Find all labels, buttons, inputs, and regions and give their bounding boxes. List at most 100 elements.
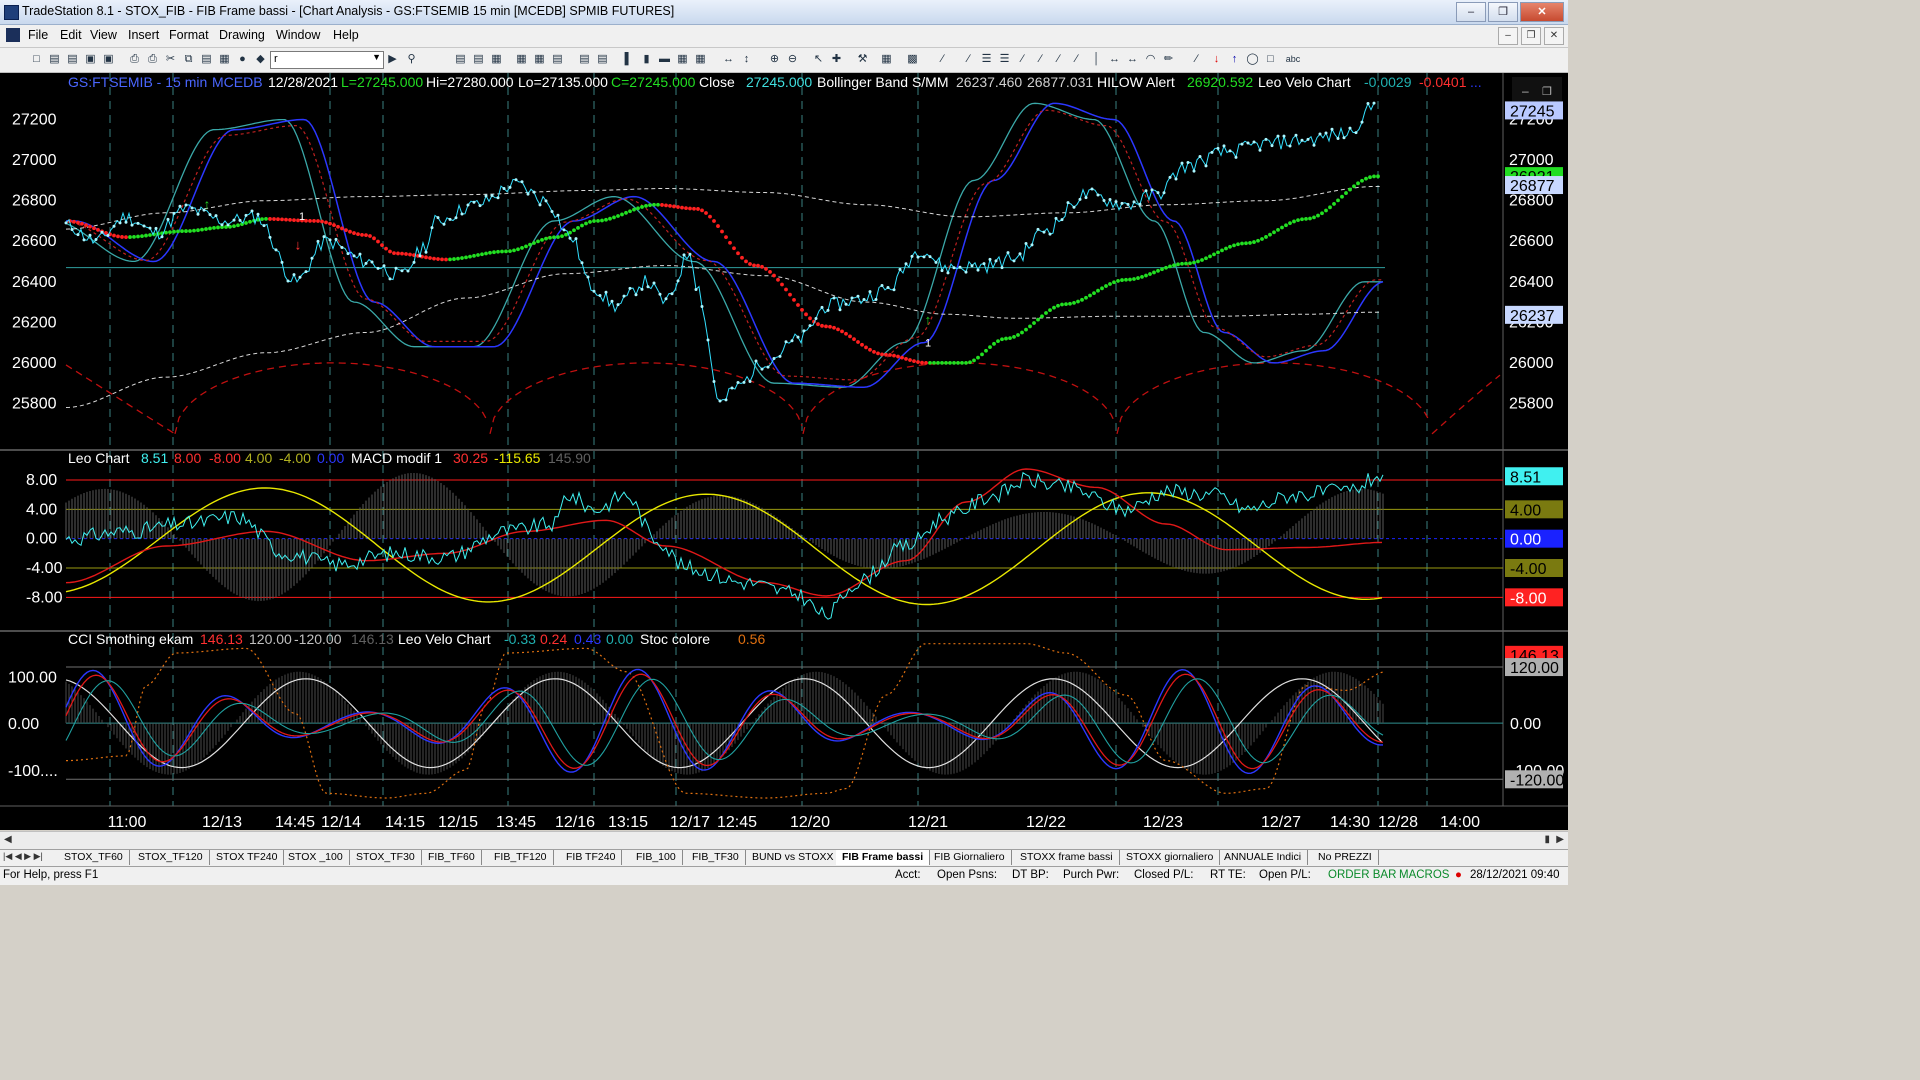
channel-icon[interactable]: ∕: [967, 53, 970, 65]
scroll-left-icon[interactable]: ◀: [4, 834, 12, 845]
tab-fib-tf60[interactable]: FIB_TF60: [422, 850, 482, 865]
arrow-up-icon[interactable]: ↑: [1231, 53, 1238, 65]
chart-area[interactable]: – ❐ ↑ ↓ ↑ 1 1 27200 27200 27000 27000 26800 26800 2…: [0, 73, 1568, 830]
vertical-line-icon[interactable]: │: [1093, 53, 1100, 65]
menu-edit[interactable]: Edit: [60, 28, 82, 42]
tab-fib-100[interactable]: FIB_100: [630, 850, 683, 865]
tab-fib-giornaliero[interactable]: FIB Giornaliero: [928, 850, 1012, 865]
tab-stox-100[interactable]: STOX _100: [282, 850, 350, 865]
data-window-icon[interactable]: ▤: [579, 53, 590, 65]
save-all-icon[interactable]: ▣: [103, 53, 114, 65]
radarscreen-icon[interactable]: ▤: [473, 53, 484, 65]
cut-icon[interactable]: ✂: [165, 53, 176, 65]
pointer-icon[interactable]: ↖: [813, 53, 824, 65]
tools-icon[interactable]: ⚒: [857, 53, 868, 65]
paste-icon[interactable]: ▤: [201, 53, 212, 65]
gann-icon[interactable]: ∕: [1021, 53, 1024, 65]
go-arrow-icon[interactable]: ▶: [388, 53, 397, 65]
crosshair-icon[interactable]: ✚: [831, 53, 842, 65]
workspace-icon[interactable]: ▦: [534, 53, 545, 65]
tab-annuale-indici[interactable]: ANNUALE Indici: [1218, 850, 1309, 865]
arrow-down-icon[interactable]: ↓: [1213, 53, 1220, 65]
time-zone-icon[interactable]: ↔: [1109, 53, 1120, 65]
line-chart-icon[interactable]: ▬: [659, 53, 670, 65]
bar-chart-icon[interactable]: ▌: [624, 53, 633, 65]
scroll-thumb[interactable]: ▮: [1544, 834, 1550, 845]
scanner-icon[interactable]: ▦: [516, 53, 527, 65]
chart-window-icon[interactable]: [6, 28, 20, 42]
horizontal-scrollbar[interactable]: ◀ ▮ ▶: [0, 831, 1568, 850]
decrease-spacing-icon[interactable]: ↕: [743, 53, 750, 65]
tab-stox-tf120[interactable]: STOX_TF120: [132, 850, 210, 865]
menu-window[interactable]: Window: [276, 28, 321, 42]
mdi-close-button[interactable]: ✕: [1544, 27, 1564, 45]
speedline-icon[interactable]: ∕: [1057, 53, 1060, 65]
tab-fib-tf30[interactable]: FIB_TF30: [686, 850, 746, 865]
pen-icon[interactable]: ✏: [1163, 53, 1174, 65]
zoom-in-icon[interactable]: ⊕: [769, 53, 780, 65]
horizontal-line-icon[interactable]: ☰: [981, 53, 992, 65]
point-figure-icon[interactable]: ▦: [677, 53, 688, 65]
symbol-lookup-icon[interactable]: ⚲: [407, 53, 416, 65]
andrews-icon[interactable]: ∕: [1039, 53, 1042, 65]
matrix-icon[interactable]: ▦: [491, 53, 502, 65]
arc-icon[interactable]: ◠: [1145, 53, 1156, 65]
tab-fib-frame-bassi[interactable]: FIB Frame bassi: [836, 850, 931, 865]
symbol-combo[interactable]: r ▼: [270, 51, 384, 69]
maximize-button[interactable]: ❐: [1488, 2, 1518, 22]
curve-icon[interactable]: ∕: [1195, 53, 1198, 65]
tab-stoxx-giornaliero[interactable]: STOXX giornaliero: [1120, 850, 1221, 865]
open-workspace-icon[interactable]: ▤: [67, 53, 78, 65]
strategy-icon[interactable]: ◆: [256, 53, 265, 65]
tab-fib-tf120[interactable]: FIB_TF120: [488, 850, 554, 865]
tab-stox-tf60[interactable]: STOX_TF60: [58, 850, 130, 865]
save-icon[interactable]: ▣: [85, 53, 96, 65]
order-bar-toggle[interactable]: ORDER BAR: [1328, 869, 1397, 881]
cycle-icon[interactable]: ↔: [1127, 53, 1138, 65]
menu-help[interactable]: Help: [333, 28, 359, 42]
ellipse-icon[interactable]: ◯: [1246, 53, 1259, 65]
news-icon[interactable]: ▤: [552, 53, 563, 65]
print-preview-icon[interactable]: ⎙: [148, 53, 157, 65]
menu-drawing[interactable]: Drawing: [219, 28, 265, 42]
close-price-dot: [178, 204, 182, 208]
mdi-restore-button[interactable]: ❐: [1521, 27, 1541, 45]
zoom-out-icon[interactable]: ⊖: [787, 53, 798, 65]
mdi-minimize-button[interactable]: –: [1498, 27, 1518, 45]
candlestick-icon[interactable]: ▮: [643, 53, 650, 65]
chevron-down-icon[interactable]: ▼: [372, 52, 381, 62]
tab-fib-tf240[interactable]: FIB TF240: [560, 850, 623, 865]
copy-icon[interactable]: ⧉: [184, 53, 193, 65]
menu-format[interactable]: Format: [169, 28, 209, 42]
open-icon[interactable]: ▤: [49, 53, 60, 65]
fib-icon[interactable]: ☰: [999, 53, 1010, 65]
new-icon[interactable]: □: [33, 53, 40, 65]
close-button[interactable]: ✕: [1520, 2, 1564, 22]
rectangle-icon[interactable]: □: [1267, 53, 1274, 65]
tab-stox-tf30[interactable]: STOX_TF30: [350, 850, 422, 865]
tab-nav-arrows-icon[interactable]: |◀ ◀ ▶ ▶|: [3, 851, 43, 861]
tab-stoxx-frame-bassi[interactable]: STOXX frame bassi: [1014, 850, 1120, 865]
text-tool-icon[interactable]: abc: [1285, 54, 1301, 64]
indicator-icon[interactable]: ●: [239, 53, 246, 65]
menu-view[interactable]: View: [90, 28, 117, 42]
menu-insert[interactable]: Insert: [128, 28, 160, 42]
format-icon[interactable]: ▦: [219, 53, 230, 65]
tab-stox-tf240[interactable]: STOX TF240: [210, 850, 285, 865]
trendline-icon[interactable]: ∕: [941, 53, 944, 65]
options-icon[interactable]: ▦: [881, 53, 892, 65]
print-icon[interactable]: ⎙: [130, 53, 139, 65]
bar-spacing-icon[interactable]: ▦: [695, 53, 706, 65]
tab-no-prezzi[interactable]: No PREZZI: [1312, 850, 1379, 865]
minimize-button[interactable]: –: [1456, 2, 1486, 22]
menu-file[interactable]: File: [28, 28, 49, 42]
order-bar-icon[interactable]: ▤: [597, 53, 608, 65]
scroll-right-icon[interactable]: ▶: [1556, 834, 1564, 845]
increase-spacing-icon[interactable]: ↔: [723, 53, 734, 65]
eraser-icon[interactable]: ▩: [907, 53, 918, 65]
macros-toggle[interactable]: MACROS: [1399, 869, 1450, 881]
regression-icon[interactable]: ∕: [1075, 53, 1078, 65]
chart-window-icon-tb[interactable]: ▤: [455, 53, 466, 65]
tab-bund-vs-stoxx[interactable]: BUND vs STOXX: [746, 850, 841, 865]
